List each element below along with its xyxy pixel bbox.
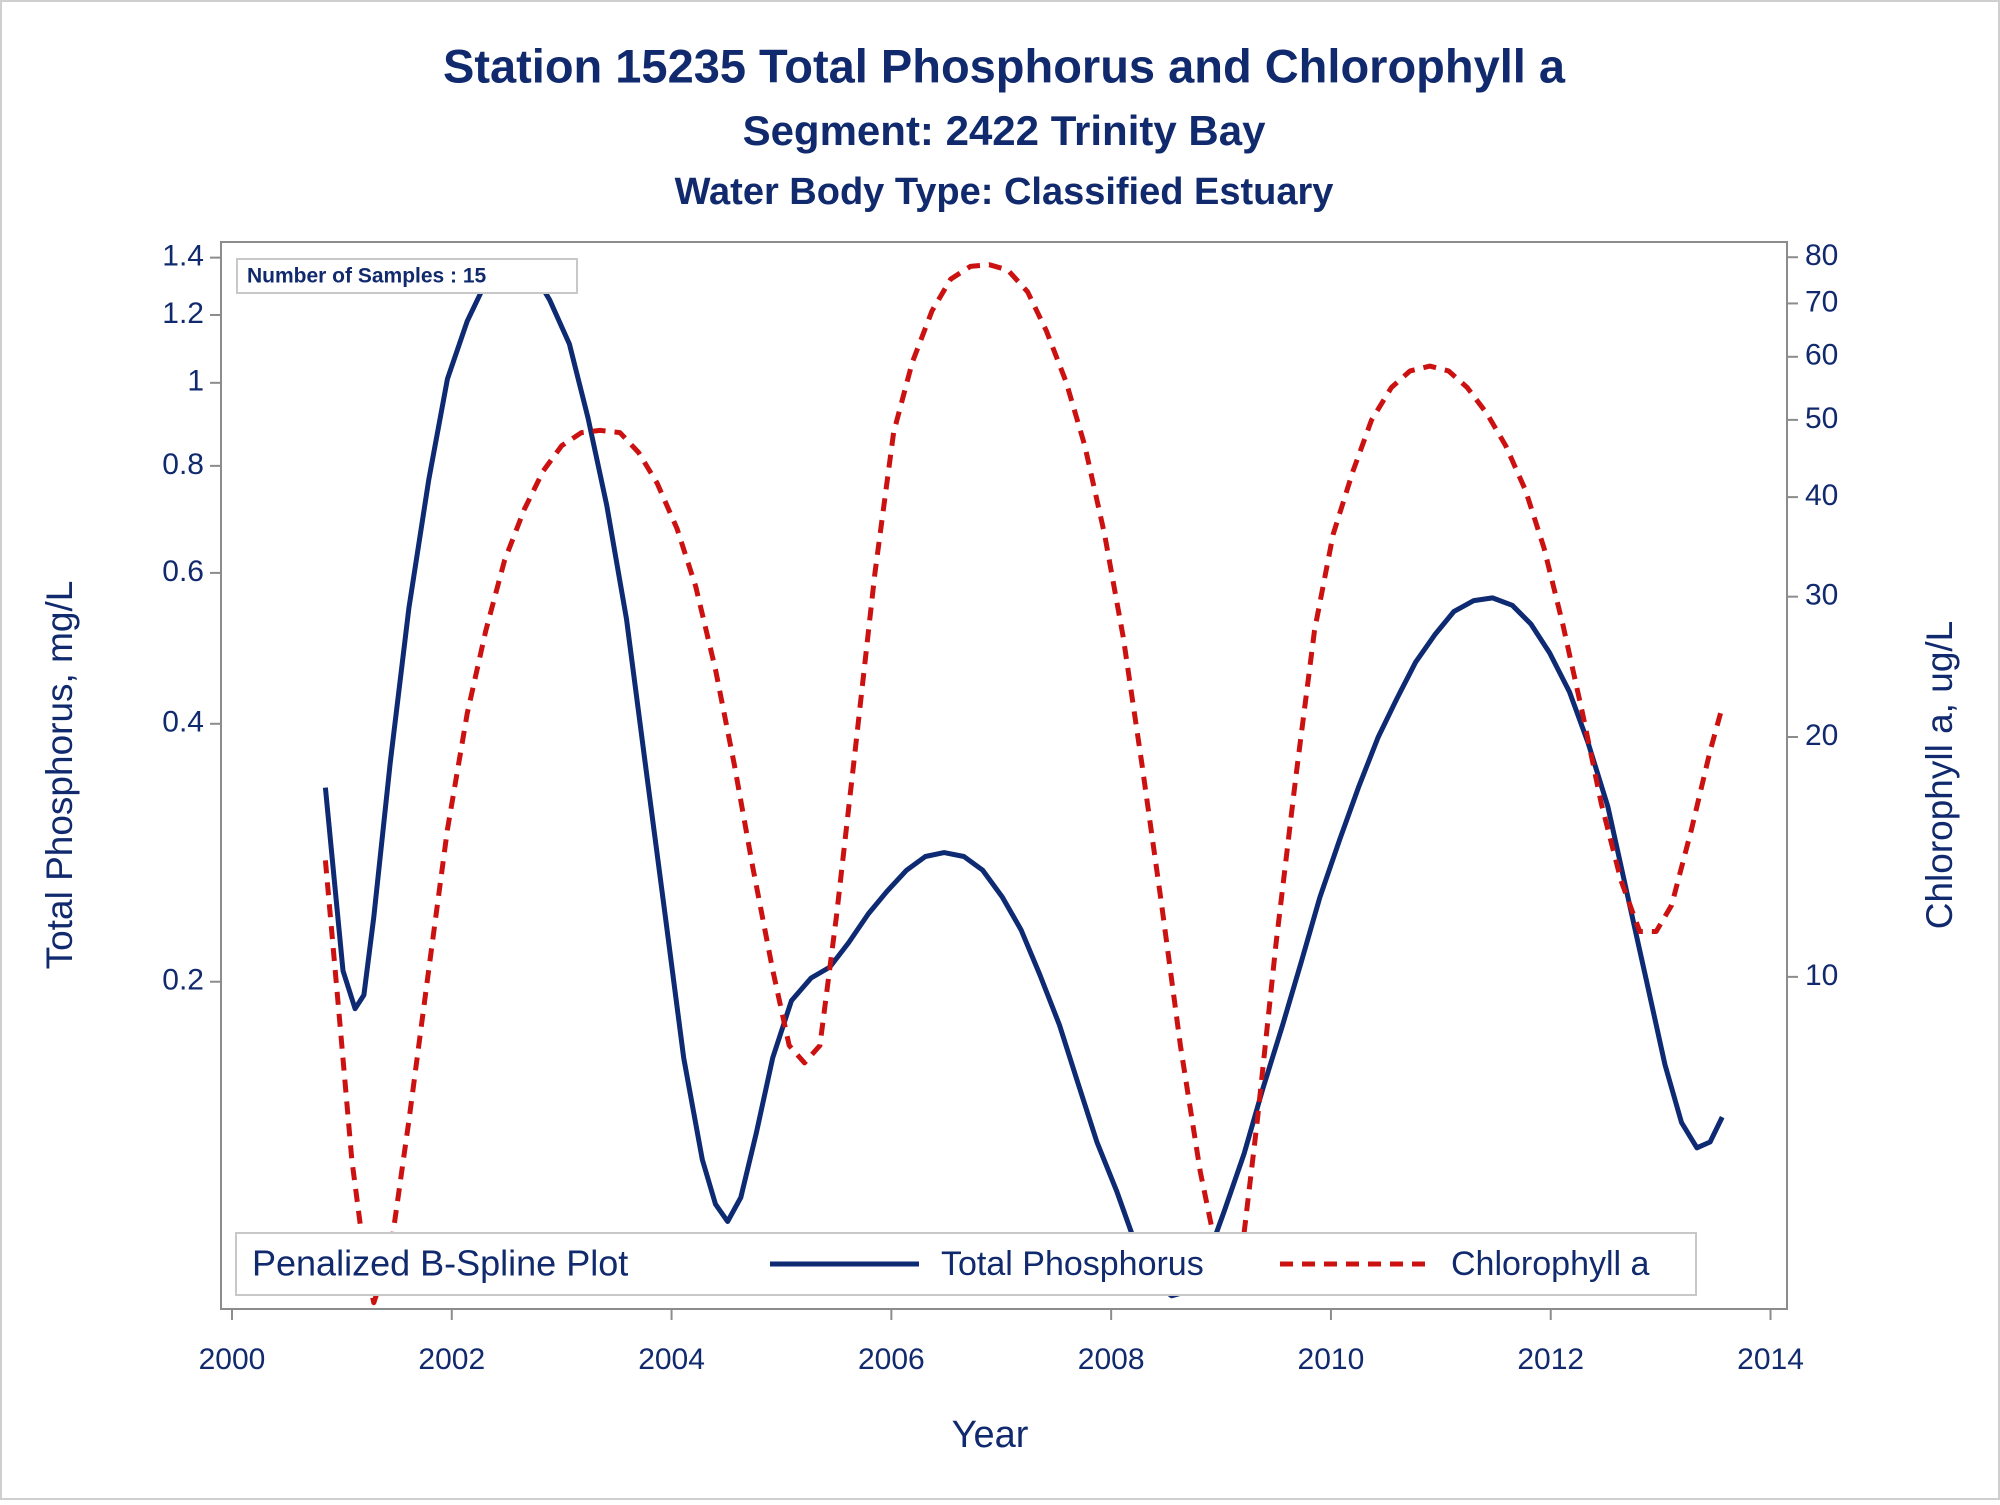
x-tick-label: 2014 — [1737, 1343, 1804, 1376]
legend-box — [235, 1232, 1697, 1296]
chart-title: Station 15235 Total Phosphorus and Chlor… — [443, 39, 1566, 92]
chart-subtitle: Water Body Type: Classified Estuary — [675, 171, 1334, 213]
y-tick-label: 0.2 — [162, 964, 204, 997]
legend-title: Penalized B-Spline Plot — [252, 1243, 628, 1284]
y2-tick-label: 70 — [1805, 285, 1838, 318]
y2-tick-label: 20 — [1805, 719, 1838, 752]
x-tick-label: 2010 — [1298, 1343, 1365, 1376]
y-tick-label: 0.4 — [162, 706, 204, 739]
y-tick-label: 1.2 — [162, 297, 204, 330]
line-series — [322, 263, 1725, 1299]
y-tick-label: 0.6 — [162, 555, 204, 588]
annotation-box — [236, 258, 578, 294]
line-series — [322, 262, 1725, 1306]
y-tick-label: 1.4 — [162, 240, 204, 273]
x-tick-label: 2004 — [638, 1343, 705, 1376]
y2-tick-label: 80 — [1805, 239, 1838, 272]
chart-subtitle: Segment: 2422 Trinity Bay — [743, 107, 1267, 154]
x-tick-label: 2012 — [1517, 1343, 1584, 1376]
y2-tick-label: 10 — [1805, 959, 1838, 992]
legend-label: Total Phosphorus — [941, 1245, 1204, 1283]
y2-axis-label: Chlorophyll a, ug/L — [1919, 621, 1960, 930]
x-tick-label: 2000 — [199, 1343, 266, 1376]
legend-label: Chlorophyll a — [1451, 1245, 1650, 1283]
x-tick-label: 2006 — [858, 1343, 925, 1376]
y2-tick-label: 30 — [1805, 579, 1838, 612]
y2-tick-label: 50 — [1805, 402, 1838, 435]
y-tick-label: 1 — [187, 365, 204, 398]
y2-tick-label: 60 — [1805, 339, 1838, 372]
x-tick-label: 2002 — [418, 1343, 485, 1376]
y2-tick-label: 40 — [1805, 479, 1838, 512]
plot-frame — [220, 241, 1788, 1310]
x-axis-label: Year — [952, 1414, 1029, 1456]
annotation: Number of Samples : 15 — [247, 265, 487, 288]
x-tick-label: 2008 — [1078, 1343, 1145, 1376]
y-tick-label: 0.8 — [162, 448, 204, 481]
y-axis-label: Total Phosphorus, mg/L — [39, 581, 80, 970]
